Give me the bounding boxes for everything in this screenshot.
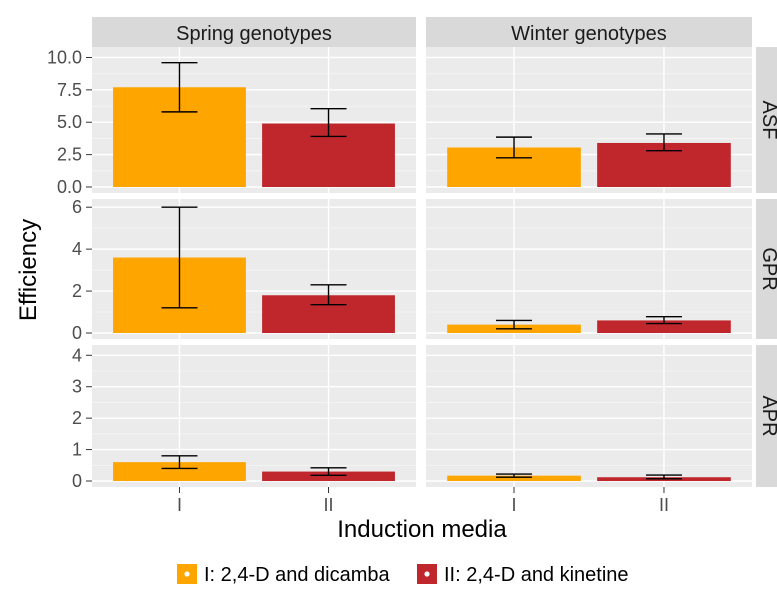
y-axis-title: Efficiency [15, 219, 42, 321]
x-tick-label: I [177, 495, 182, 515]
legend-label: I: 2,4-D and dicamba [204, 564, 391, 586]
panel-background [426, 345, 752, 487]
bar-ii-2-4-d-and-kinetine-gpr-winter-genotypes [597, 320, 731, 333]
x-tick-label: I [512, 495, 517, 515]
panel-gpr-winter-genotypes [426, 199, 752, 339]
x-axis-title: Induction media [337, 516, 507, 543]
legend-item-ii-2-4-d-and-kinetine: II: 2,4-D and kinetine [417, 564, 629, 586]
row-strip-label: ASF [758, 101, 777, 140]
panel-apr-winter-genotypes [426, 345, 752, 487]
row-strip-apr [756, 345, 777, 487]
y-tick-label: 0 [72, 323, 82, 343]
legend-label: II: 2,4-D and kinetine [444, 564, 629, 586]
bar-i-2-4-d-and-dicamba-apr-spring-genotypes [113, 462, 246, 481]
y-tick-label: 5.0 [57, 112, 82, 132]
y-tick-label: 3 [72, 377, 82, 397]
y-tick-label: 1 [72, 440, 82, 460]
facet-strip-spring-genotypes [92, 17, 416, 47]
y-tick-label: 10.0 [47, 47, 82, 67]
panel-apr-spring-genotypes [92, 345, 416, 487]
y-tick-label: 2 [72, 281, 82, 301]
legend-swatch-dot [184, 571, 190, 577]
y-tick-label: 4 [72, 345, 82, 365]
row-strip-asf [756, 47, 777, 193]
panel-asf-winter-genotypes [426, 47, 752, 193]
panel-asf-spring-genotypes [92, 47, 416, 193]
bar-ii-2-4-d-and-kinetine-apr-spring-genotypes [262, 471, 395, 481]
legend-swatch-dot [424, 571, 430, 577]
facet-strip-label: Spring genotypes [176, 23, 332, 45]
y-tick-label: 0 [72, 471, 82, 491]
x-tick-label: II [324, 495, 334, 515]
row-strip-label: APR [758, 395, 777, 436]
y-tick-label: 0.0 [57, 177, 82, 197]
y-tick-label: 4 [72, 239, 82, 259]
y-tick-label: 6 [72, 197, 82, 217]
y-tick-label: 2 [72, 408, 82, 428]
x-tick-label: II [659, 495, 669, 515]
row-strip-label: GPR [758, 247, 777, 290]
panel-gpr-spring-genotypes [92, 199, 416, 339]
row-strip-gpr [756, 199, 777, 339]
panel-background [426, 199, 752, 339]
facet-strip-winter-genotypes [426, 17, 752, 47]
facet-strip-label: Winter genotypes [511, 23, 667, 45]
y-tick-label: 2.5 [57, 145, 82, 165]
bar-i-2-4-d-and-dicamba-apr-winter-genotypes [447, 475, 581, 481]
legend-item-i-2-4-d-and-dicamba: I: 2,4-D and dicamba [177, 564, 391, 586]
y-tick-label: 7.5 [57, 80, 82, 100]
